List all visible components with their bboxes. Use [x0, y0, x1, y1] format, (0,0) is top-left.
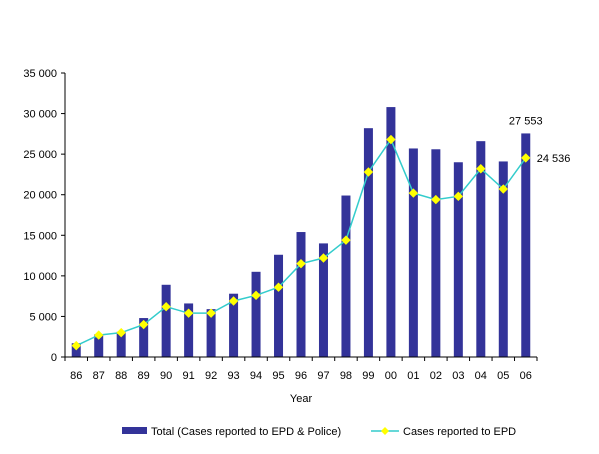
line-point [161, 301, 171, 312]
x-ticks-layer: 86 87 88 89 90 91 92 93 94 95 96 97 98 99 00 01 02 03 04 05… [64, 357, 538, 382]
x-tick-label: 91 [182, 370, 194, 382]
x-tick-label: 98 [340, 370, 352, 382]
bar [431, 149, 441, 357]
bar [229, 293, 239, 357]
line-point [498, 184, 508, 194]
x-tick-label: 89 [138, 370, 150, 382]
x-tick-label: 00 [385, 370, 397, 382]
line-point [71, 340, 81, 351]
data-label: 27 553 [509, 115, 543, 127]
line-point [521, 153, 531, 163]
line-layer [71, 134, 531, 351]
bar [498, 161, 508, 357]
line-point [476, 164, 486, 174]
line-point [228, 296, 239, 306]
line-point [296, 258, 306, 269]
x-axis-title: Year [290, 393, 313, 405]
data-label: 24 536 [537, 153, 571, 165]
y-tick-label: 35 000 [23, 68, 57, 80]
line-point [116, 327, 126, 338]
legend-label: Total (Cases reported to EPD & Police) [151, 426, 341, 438]
bar [274, 254, 284, 357]
x-tick-label: 90 [160, 370, 172, 382]
x-tick-label: 99 [362, 370, 374, 382]
bar [161, 284, 171, 357]
y-tick-label: 10 000 [23, 271, 57, 283]
y-tick-label: 20 000 [23, 190, 57, 202]
bar [184, 303, 194, 357]
line-point [363, 167, 374, 177]
bar [94, 334, 104, 357]
bar [139, 318, 149, 357]
x-tick-label: 03 [452, 370, 464, 382]
legend-marker [381, 427, 389, 435]
line-point [318, 253, 329, 263]
y-tick-label: 15 000 [23, 230, 57, 242]
bar [318, 243, 328, 357]
bar [386, 107, 396, 357]
bar [116, 331, 126, 357]
y-ticks-layer: 0 5 000 10 000 15 000 20 000 25 000 30 000 35 0… [23, 68, 65, 364]
line-point [273, 282, 284, 292]
bar [476, 141, 486, 357]
bar [363, 128, 373, 357]
y-tick-label: 30 000 [23, 109, 57, 121]
x-tick-label: 97 [317, 370, 329, 382]
y-tick-label: 25 000 [23, 149, 57, 161]
line-point [341, 235, 351, 245]
x-tick-label: 94 [250, 370, 262, 382]
y-tick-label: 5 000 [29, 311, 57, 323]
line-point [206, 308, 216, 318]
x-tick-label: 87 [93, 370, 105, 382]
bar [341, 195, 351, 357]
bar [453, 162, 463, 357]
legend: Total (Cases reported to EPD & Police) Ca… [122, 426, 516, 438]
annotation-layer: 27 553 24 536 [509, 115, 570, 164]
bar [296, 232, 306, 357]
line-point [251, 290, 261, 301]
line-point [386, 134, 396, 145]
x-tick-label: 05 [497, 370, 509, 382]
x-tick-label: 88 [115, 370, 127, 382]
line-point [453, 191, 464, 202]
line-point [138, 319, 149, 330]
x-tick-label: 86 [70, 370, 82, 382]
line-point [408, 188, 419, 198]
x-tick-label: 01 [407, 370, 419, 382]
line-point [183, 308, 194, 318]
bar [251, 271, 261, 357]
x-tick-label: 02 [430, 370, 442, 382]
line-point [94, 330, 104, 340]
x-tick-label: 96 [295, 370, 307, 382]
bar [521, 133, 531, 357]
bar [408, 148, 418, 357]
x-tick-label: 93 [227, 370, 239, 382]
legend-swatch-bar [122, 427, 147, 434]
x-tick-label: 95 [272, 370, 284, 382]
y-tick-label: 0 [51, 352, 57, 364]
bar [206, 309, 216, 357]
bars-layer [71, 107, 531, 357]
x-tick-label: 92 [205, 370, 217, 382]
legend-label: Cases reported to EPD [403, 426, 516, 438]
line-point [431, 194, 441, 205]
x-tick-label: 06 [520, 370, 532, 382]
x-tick-label: 04 [475, 370, 487, 382]
